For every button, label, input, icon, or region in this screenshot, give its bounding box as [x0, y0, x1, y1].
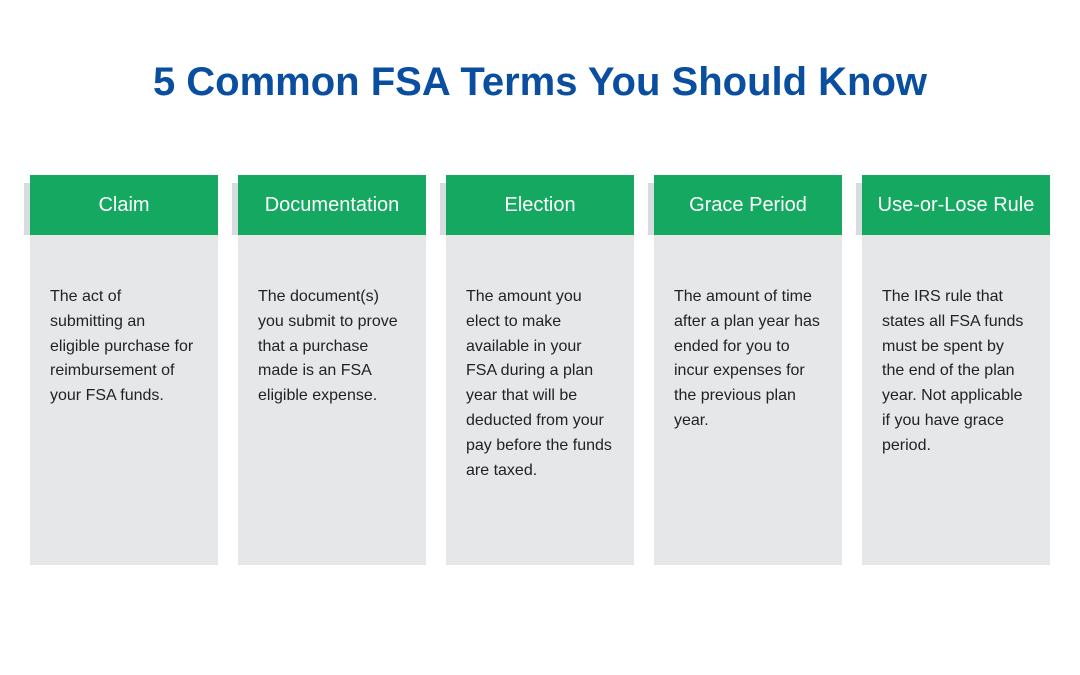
card-body: The amount you elect to make available i… — [446, 235, 634, 565]
card-header-wrap: Grace Period — [654, 175, 842, 235]
card-header: Documentation — [238, 175, 426, 235]
card-header: Use-or-Lose Rule — [862, 175, 1050, 235]
card-grace-period: Grace Period The amount of time after a … — [654, 175, 842, 565]
card-claim: Claim The act of submitting an eligible … — [30, 175, 218, 565]
card-header: Claim — [30, 175, 218, 235]
card-body: The amount of time after a plan year has… — [654, 235, 842, 565]
card-election: Election The amount you elect to make av… — [446, 175, 634, 565]
card-header-wrap: Claim — [30, 175, 218, 235]
infographic-container: 5 Common FSA Terms You Should Know Claim… — [0, 0, 1080, 605]
page-title: 5 Common FSA Terms You Should Know — [30, 60, 1050, 105]
cards-row: Claim The act of submitting an eligible … — [30, 175, 1050, 565]
card-header: Election — [446, 175, 634, 235]
card-use-or-lose: Use-or-Lose Rule The IRS rule that state… — [862, 175, 1050, 565]
card-body: The document(s) you submit to prove that… — [238, 235, 426, 565]
card-body: The act of submitting an eligible purcha… — [30, 235, 218, 565]
card-header-wrap: Documentation — [238, 175, 426, 235]
card-documentation: Documentation The document(s) you submit… — [238, 175, 426, 565]
card-header-wrap: Election — [446, 175, 634, 235]
card-header-wrap: Use-or-Lose Rule — [862, 175, 1050, 235]
card-body: The IRS rule that states all FSA funds m… — [862, 235, 1050, 565]
card-header: Grace Period — [654, 175, 842, 235]
